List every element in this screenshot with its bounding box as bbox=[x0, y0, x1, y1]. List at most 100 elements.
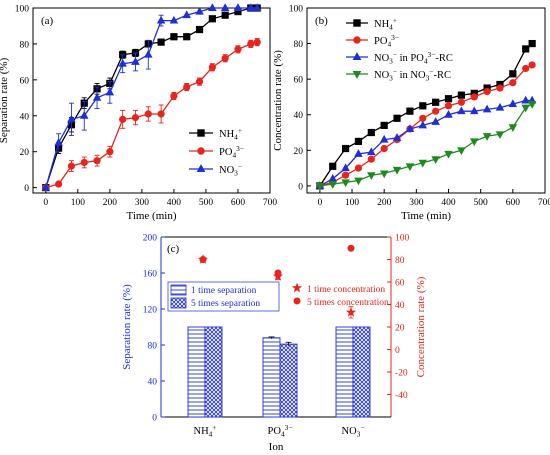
y-tick-label: 200 bbox=[143, 234, 158, 244]
data-point bbox=[457, 147, 466, 156]
series-no3 bbox=[41, 3, 262, 191]
legend-swatch bbox=[170, 284, 187, 296]
data-point bbox=[522, 64, 530, 73]
panel-label: (b) bbox=[315, 15, 328, 27]
bar bbox=[204, 326, 223, 418]
y-tick-label: 120 bbox=[143, 306, 158, 316]
data-point bbox=[41, 182, 51, 191]
panel-b: 0 100 200 300 400 500 600 700 0 20 40 60 80 100 Time (… bbox=[272, 5, 550, 223]
bar bbox=[335, 326, 354, 418]
data-point bbox=[208, 3, 217, 11]
data-point bbox=[432, 107, 440, 115]
data-point bbox=[328, 181, 337, 189]
data-point bbox=[105, 87, 115, 96]
data-point bbox=[483, 88, 491, 96]
y-tick-label: 40 bbox=[20, 112, 30, 122]
data-point bbox=[367, 128, 375, 137]
data-point bbox=[419, 114, 427, 122]
data-point bbox=[144, 110, 152, 118]
data-point bbox=[431, 156, 440, 164]
data-point bbox=[341, 171, 350, 179]
x-tick-label: 100 bbox=[71, 198, 86, 208]
data-point bbox=[508, 99, 518, 108]
data-point bbox=[418, 159, 428, 168]
y-tick-label: 0 bbox=[152, 414, 157, 424]
data-point bbox=[183, 33, 191, 41]
series-line bbox=[319, 99, 533, 187]
legend-label: 1 time concentration bbox=[307, 285, 385, 295]
data-point bbox=[274, 269, 282, 277]
data-point bbox=[521, 104, 530, 113]
legend-marker bbox=[197, 129, 205, 137]
x-tick-label: 0 bbox=[317, 198, 322, 208]
legend: NH4+ PO43− NO3− bbox=[189, 126, 244, 178]
data-point bbox=[528, 61, 536, 69]
data-point bbox=[118, 58, 127, 67]
panel-label: (a) bbox=[41, 15, 54, 27]
y2-tick-label: 20 bbox=[395, 324, 405, 334]
data-point bbox=[183, 83, 191, 91]
y-tick-label: 0 bbox=[298, 182, 303, 192]
y-tick-label: 160 bbox=[143, 270, 158, 280]
x-tick-label: PO43− bbox=[268, 423, 293, 439]
data-point bbox=[341, 163, 350, 172]
data-point bbox=[246, 3, 256, 11]
legend-marker bbox=[353, 19, 361, 27]
data-point bbox=[527, 101, 537, 109]
data-point bbox=[406, 107, 414, 115]
data-point bbox=[345, 307, 357, 317]
data-point bbox=[55, 180, 63, 188]
x-tick-label: 400 bbox=[167, 198, 182, 208]
bar bbox=[187, 326, 206, 418]
y2-tick-label: 80 bbox=[395, 256, 405, 266]
data-point bbox=[315, 182, 325, 191]
y-tick-label: 100 bbox=[15, 5, 30, 15]
data-point bbox=[508, 124, 518, 132]
data-point bbox=[392, 133, 402, 141]
x-axis-label: Time (min) bbox=[126, 210, 176, 222]
y-axis-label: Concentration rate (%) bbox=[272, 50, 284, 151]
data-point bbox=[419, 102, 427, 110]
y2-tick-label: -40 bbox=[395, 391, 408, 401]
data-point bbox=[444, 109, 453, 118]
data-point bbox=[67, 162, 76, 170]
data-point bbox=[444, 150, 453, 159]
legend-box bbox=[167, 281, 280, 312]
series-line bbox=[45, 7, 258, 188]
data-point bbox=[131, 57, 140, 65]
x-tick-label: NO3− bbox=[342, 423, 365, 439]
x-tick-label: 500 bbox=[199, 198, 214, 208]
data-point bbox=[92, 93, 102, 101]
data-point bbox=[79, 111, 89, 119]
data-point bbox=[252, 3, 262, 11]
data-point bbox=[379, 134, 389, 143]
legend-marker bbox=[197, 147, 205, 155]
y-tick-label: 100 bbox=[289, 5, 304, 15]
data-point bbox=[341, 179, 350, 188]
data-point bbox=[54, 137, 63, 146]
data-point bbox=[119, 115, 127, 123]
data-point bbox=[457, 98, 465, 106]
data-point bbox=[354, 177, 363, 186]
data-point bbox=[208, 63, 216, 71]
data-point bbox=[444, 95, 453, 103]
series-one-time-separation bbox=[187, 326, 354, 418]
x-tick-label: 600 bbox=[231, 198, 246, 208]
y2-tick-label: 60 bbox=[395, 279, 405, 289]
y2-tick-label: 0 bbox=[395, 346, 400, 356]
legend-label: NO3− bbox=[219, 162, 242, 178]
x-tick-label: 700 bbox=[263, 198, 278, 208]
y-tick-label: 80 bbox=[148, 342, 158, 352]
data-point bbox=[131, 113, 140, 122]
series-no3b bbox=[315, 101, 537, 191]
data-point bbox=[379, 170, 389, 179]
x-tick-label: 300 bbox=[135, 198, 150, 208]
y2-axis-label: Concentration rate (%) bbox=[415, 276, 427, 377]
legend-label: 1 time separation bbox=[191, 286, 257, 296]
x-tick-label: 100 bbox=[345, 198, 360, 208]
data-point bbox=[329, 162, 337, 170]
series-five-times-separation bbox=[204, 326, 371, 418]
x-tick-label: 0 bbox=[43, 198, 48, 208]
